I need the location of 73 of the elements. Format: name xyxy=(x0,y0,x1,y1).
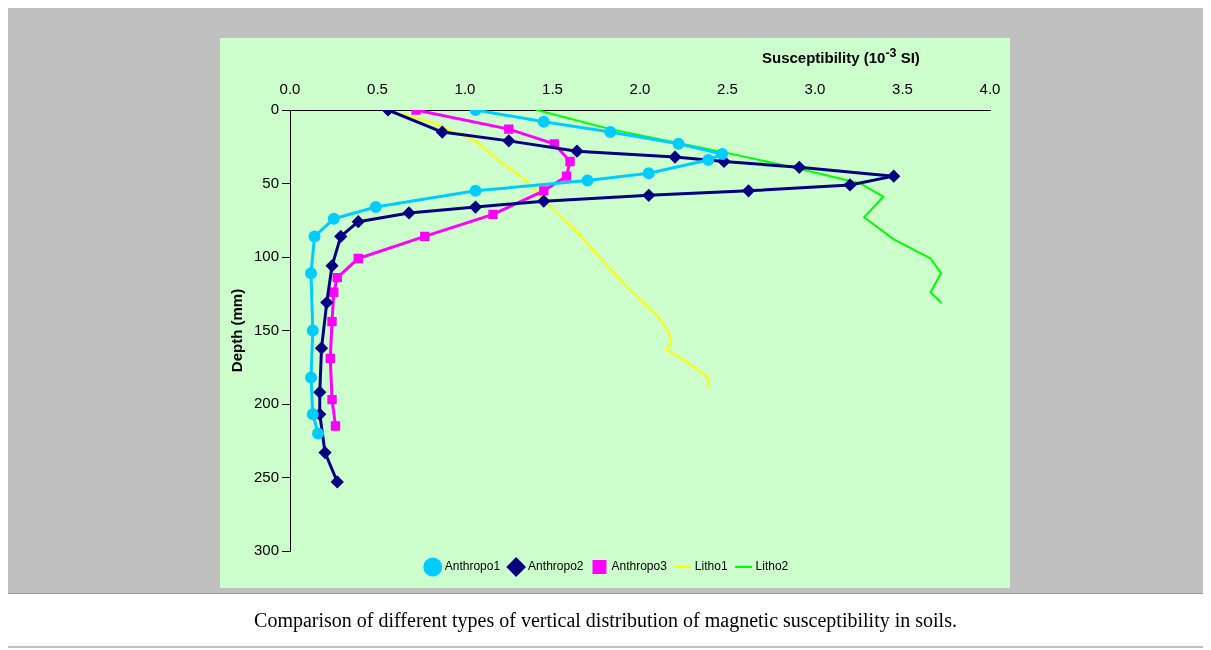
point xyxy=(369,201,382,214)
point xyxy=(642,189,655,202)
y-tick-label: 300 xyxy=(254,541,280,559)
point xyxy=(330,421,341,431)
point xyxy=(312,427,325,440)
point xyxy=(581,174,594,187)
point xyxy=(306,408,319,421)
x-tick-label: 0.0 xyxy=(279,80,301,98)
point xyxy=(502,134,515,147)
point xyxy=(325,353,335,364)
point xyxy=(327,394,337,405)
point xyxy=(561,171,572,181)
point xyxy=(436,126,449,139)
x-tick-label: 3.0 xyxy=(804,80,826,98)
x-tick-label: 1.5 xyxy=(542,80,563,98)
y-tick-label: 50 xyxy=(262,173,280,191)
point xyxy=(669,151,682,164)
x-tick-label: 1.0 xyxy=(454,80,476,98)
point xyxy=(604,126,617,139)
y-tick-label: 150 xyxy=(254,320,280,338)
point xyxy=(327,317,337,327)
y-axis-title: Depth (mm) xyxy=(228,288,246,373)
text: Comparison of different types of vertical distribution of magnetic susceptibility in soils. xyxy=(8,593,1203,646)
legend-label: Litho2 xyxy=(755,559,789,574)
point xyxy=(315,342,328,355)
point xyxy=(537,195,550,208)
x-axis-title: Susceptibility (10$^{-3}$ SI) xyxy=(762,46,920,66)
point xyxy=(326,259,339,272)
point xyxy=(306,324,319,337)
point xyxy=(504,124,514,134)
point xyxy=(793,161,806,174)
legend-label: Litho1 xyxy=(694,559,728,574)
point xyxy=(352,215,365,228)
point xyxy=(305,267,318,280)
x-tick-label: 2.5 xyxy=(717,80,738,98)
legend-label: Anthropo1 xyxy=(444,559,501,574)
point xyxy=(329,287,339,297)
point xyxy=(469,184,482,197)
y-tick-label: 200 xyxy=(254,394,280,412)
point xyxy=(742,184,755,197)
y-tick-label: 250 xyxy=(254,467,280,485)
x-tick-label: 4.0 xyxy=(979,80,1001,98)
legend-label: Anthropo3 xyxy=(611,559,668,574)
point xyxy=(702,153,715,166)
point xyxy=(420,231,430,242)
point xyxy=(716,148,729,161)
point xyxy=(887,170,900,183)
point xyxy=(334,230,347,243)
point xyxy=(331,475,344,488)
point xyxy=(469,201,482,214)
point xyxy=(565,156,575,167)
point xyxy=(642,167,655,180)
y-tick-label: 100 xyxy=(254,247,280,265)
point xyxy=(332,272,342,283)
point xyxy=(571,145,584,158)
x-tick-label: 0.5 xyxy=(367,80,388,98)
x-tick-label: 2.0 xyxy=(629,80,651,98)
point xyxy=(353,253,363,264)
point xyxy=(308,230,321,243)
point xyxy=(539,186,549,196)
point xyxy=(320,296,333,309)
point xyxy=(403,206,416,219)
point xyxy=(844,178,857,191)
point xyxy=(305,371,318,384)
point xyxy=(319,446,332,459)
x-tick-label: 3.5 xyxy=(892,80,913,98)
point xyxy=(537,115,550,128)
point xyxy=(313,386,326,399)
point xyxy=(672,137,685,150)
point xyxy=(327,212,340,225)
y-tick-label: 0 xyxy=(270,100,280,118)
legend-label: Anthropo2 xyxy=(528,559,584,574)
point xyxy=(488,209,498,220)
